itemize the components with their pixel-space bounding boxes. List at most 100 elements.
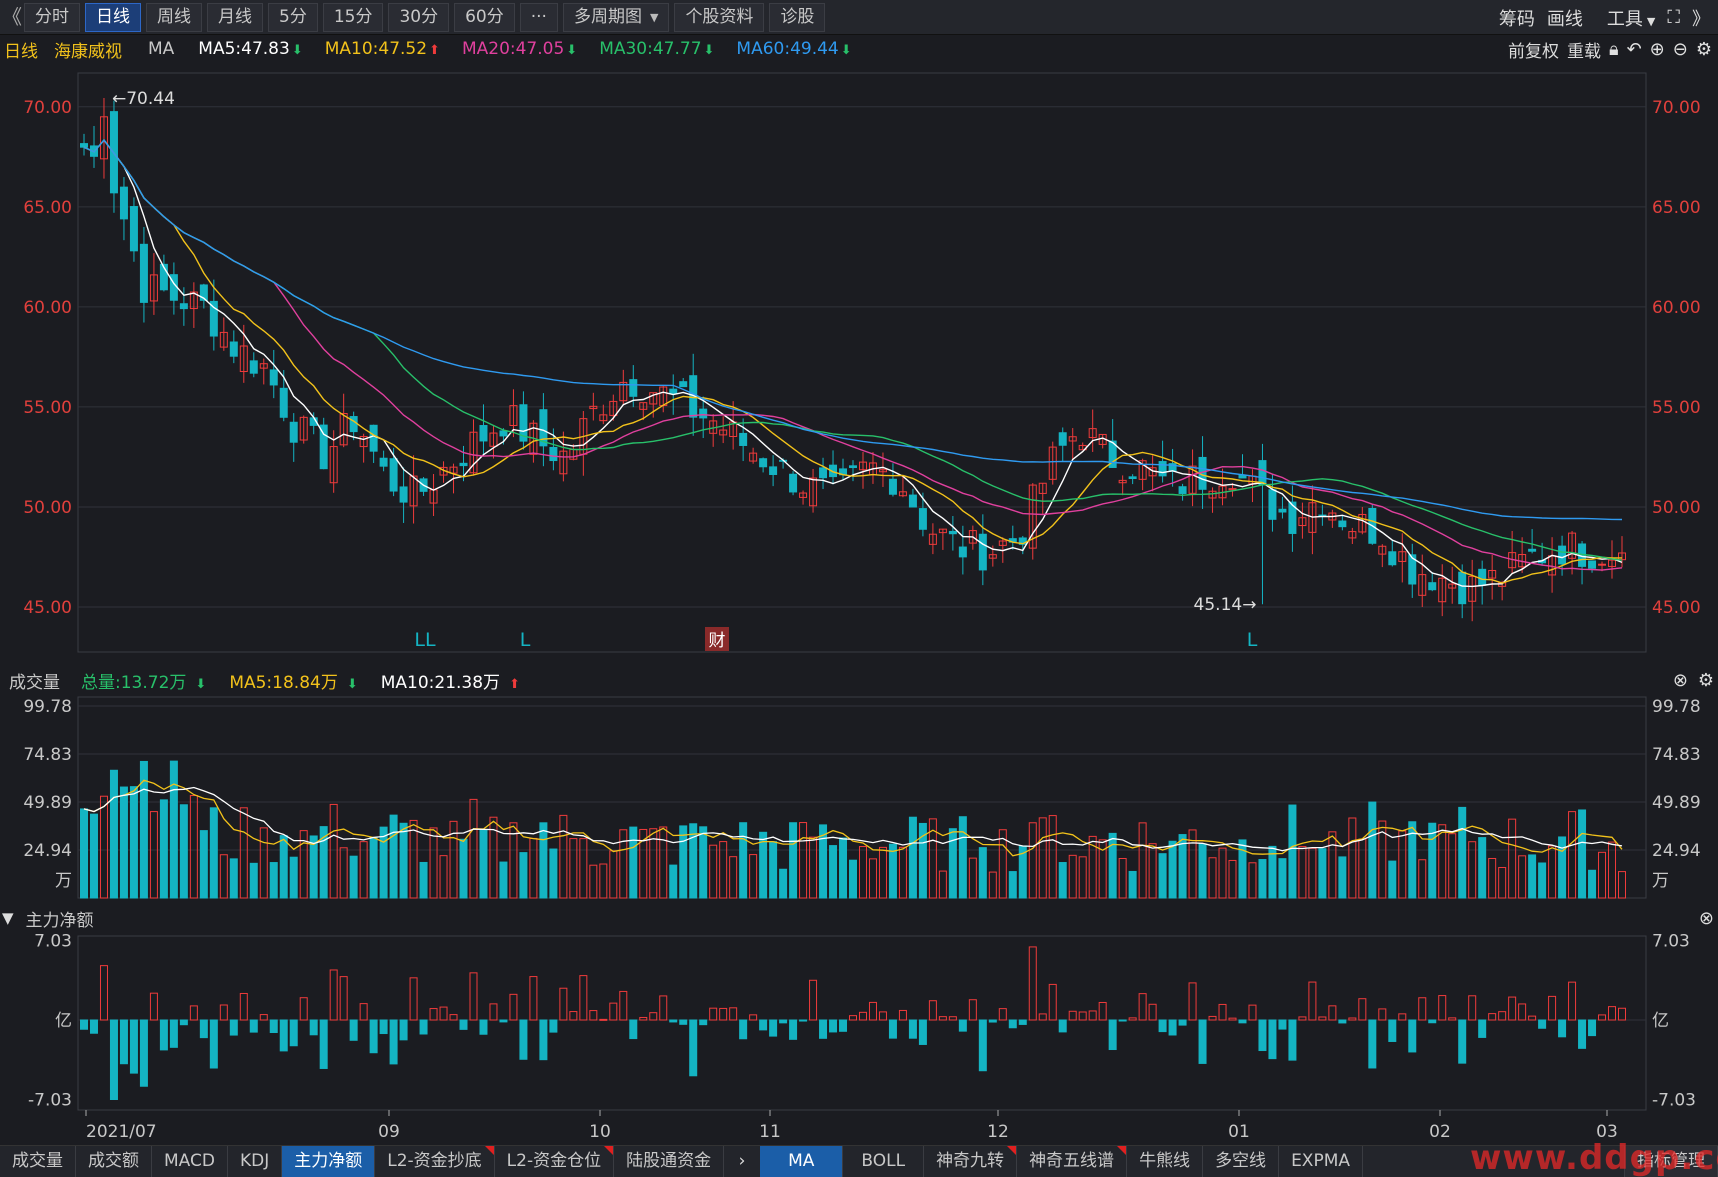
tab-main-net-flow[interactable]: 主力净额 [282, 1146, 376, 1177]
tab-ma[interactable]: MA [760, 1146, 844, 1177]
volume-ma5: MA5:18.84万 ⬇ [220, 668, 357, 693]
tools-label: 工具 [1606, 8, 1643, 30]
ma30-label: MA30:47.77 ⬇ [591, 39, 714, 59]
price-tick-left: 55.00 [23, 398, 72, 418]
indicator-name[interactable]: MA [148, 39, 175, 59]
tab-60min[interactable]: 60分 [454, 3, 515, 32]
flow-tick-left: -7.03 [28, 1091, 72, 1111]
tab-daily[interactable]: 日线 [85, 3, 141, 32]
stock-name[interactable]: 海康威视 [54, 41, 122, 62]
candle-body [239, 345, 248, 373]
tab-volume[interactable]: 成交量 [0, 1146, 76, 1177]
draw-button[interactable]: 画线 [1546, 8, 1583, 30]
candle-body [189, 291, 198, 310]
more-periods-button[interactable]: ··· [519, 3, 558, 32]
fq-button[interactable]: 前复权 [1508, 41, 1559, 62]
flow-bar [399, 1019, 408, 1041]
tab-boll[interactable]: BOLL [843, 1146, 925, 1177]
volume-bar [1278, 858, 1287, 899]
candle-body [329, 446, 338, 484]
candle-body [1528, 548, 1537, 552]
volume-bar [80, 808, 88, 899]
tab-macd[interactable]: MACD [152, 1146, 228, 1177]
flow-bar [1488, 1013, 1497, 1021]
volume-bar [878, 846, 887, 899]
lock-icon[interactable]: 🔒︎ [1609, 38, 1619, 60]
volume-bar [439, 855, 448, 899]
flow-bar [1168, 1019, 1177, 1036]
more-icon[interactable]: 》 [1692, 8, 1710, 30]
indicator-manage-button[interactable]: 指标管理 [1624, 1146, 1718, 1177]
marker-l: L [1247, 629, 1258, 651]
candle-body [139, 243, 148, 303]
volume-bar [1618, 871, 1626, 899]
stock-chart[interactable]: 70.00 70.00 65.00 65.00 60.00 60.00 55.00 55.00… [0, 0, 1718, 1145]
volume-tick-right: 49.89 [1652, 793, 1701, 813]
tab-long-short[interactable]: 多空线 [1203, 1146, 1280, 1177]
flow-bar [1498, 1011, 1507, 1021]
stock-profile-button[interactable]: 个股资料 [674, 3, 765, 32]
tab-bull-bear[interactable]: 牛熊线 [1127, 1146, 1204, 1177]
volume-bar [1048, 815, 1057, 899]
volume-bar [1508, 818, 1517, 899]
multi-period-dropdown[interactable]: 多周期图 ▼ [562, 3, 670, 32]
ma5-label: MA5:47.83 ⬇ [190, 39, 302, 59]
tab-monthly[interactable]: 月线 [207, 3, 263, 32]
candle-body [499, 430, 508, 437]
zoom-in-icon[interactable]: ⊕ [1649, 38, 1665, 60]
flow-bar [1008, 1019, 1017, 1029]
tab-15min[interactable]: 15分 [322, 3, 384, 32]
volume-bar [1348, 817, 1357, 899]
tools-button[interactable]: 工具 ▼ [1595, 5, 1655, 31]
candle-body [1398, 551, 1407, 562]
flow-bar [868, 1001, 877, 1021]
candle-body [1158, 461, 1167, 477]
diagnose-button[interactable]: 诊股 [769, 3, 826, 32]
arrow-up-icon: ⬆ [509, 676, 520, 692]
gear-icon[interactable]: ⚙ [1695, 38, 1712, 60]
tab-magic-nine[interactable]: 神奇九转 [924, 1146, 1018, 1177]
collapse-chevron-icon[interactable]: 《 [2, 5, 22, 29]
tab-30min[interactable]: 30分 [388, 3, 450, 32]
volume-bar [169, 760, 178, 899]
candle-body [199, 284, 208, 301]
volume-bar [948, 828, 957, 899]
tab-l2-position[interactable]: L2-资金仓位 [495, 1146, 615, 1177]
x-tick-label: 03 [1596, 1122, 1618, 1142]
candle-body [619, 381, 628, 402]
candle-body [988, 554, 997, 559]
tab-kdj[interactable]: KDJ [228, 1146, 283, 1177]
tab-magic-five[interactable]: 神奇五线谱 [1017, 1146, 1128, 1177]
zoom-out-icon[interactable]: ⊖ [1672, 38, 1688, 60]
volume-tick-right: 24.94 [1652, 841, 1701, 861]
chips-button[interactable]: 筹码 [1498, 8, 1535, 30]
flow-bar [948, 1016, 957, 1021]
x-tick-label: 01 [1228, 1122, 1250, 1142]
collapse-icon[interactable]: ▼ [2, 909, 14, 927]
reload-button[interactable]: 重载 [1567, 41, 1601, 62]
candle-body [739, 432, 748, 446]
flow-bar [789, 1019, 798, 1040]
gear-icon[interactable]: ⚙ [1697, 669, 1714, 691]
tab-l2-bottom-fishing[interactable]: L2-资金抄底 [375, 1146, 495, 1177]
volume-ma5-line [83, 779, 1623, 857]
tab-5min[interactable]: 5分 [268, 3, 318, 32]
volume-bar [1028, 822, 1037, 899]
tab-expma[interactable]: EXPMA [1279, 1146, 1363, 1177]
volume-tick-left: 74.83 [23, 745, 72, 765]
scroll-right-icon[interactable]: › [738, 1151, 746, 1171]
volume-bar [99, 795, 108, 899]
tab-northbound[interactable]: 陆股通资金 [614, 1146, 725, 1177]
fullscreen-icon[interactable]: ⛶ [1667, 7, 1680, 28]
flow-bar [599, 1018, 608, 1021]
flow-bar [1448, 1017, 1457, 1021]
flow-bar [1578, 1019, 1587, 1049]
close-icon[interactable]: ⊗ [1672, 669, 1688, 691]
tab-weekly[interactable]: 周线 [146, 3, 202, 32]
tab-minute[interactable]: 分时 [24, 3, 80, 32]
tab-turnover[interactable]: 成交额 [76, 1146, 152, 1177]
volume-bar [399, 822, 408, 899]
close-icon[interactable]: ⊗ [1698, 907, 1714, 929]
volume-bar [1568, 811, 1577, 899]
undo-icon[interactable]: ↶ [1626, 38, 1642, 60]
